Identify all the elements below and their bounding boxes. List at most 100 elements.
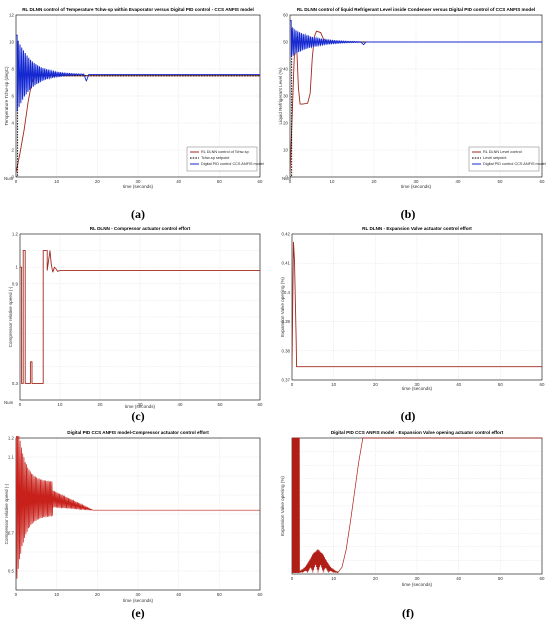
caption-e: (e) [131, 606, 145, 620]
y-tick-label: 0 [286, 175, 289, 180]
y-tick-label: 0.7 [8, 531, 15, 536]
x-tick-label: 20 [95, 179, 100, 184]
y-tick-label: 0.3 [12, 381, 19, 386]
plot-frame [15, 437, 261, 591]
chart-panel-b: RL DLNN control of liquid Refrigerant Le… [278, 2, 548, 207]
legend-box [186, 146, 258, 172]
y-tick-label: 12 [9, 13, 14, 18]
y-tick-label: 0.4 [284, 290, 291, 295]
caption-c: (c) [131, 409, 145, 423]
y-tick-label: 0.41 [281, 261, 290, 266]
y-tick-label: 8 [12, 67, 15, 72]
plot-frame [291, 233, 543, 381]
y-tick-label: 30 [283, 94, 288, 99]
x-tick-label: 50 [498, 179, 503, 184]
chart-panel-d: RL DLNN - Expansion Valve actuator contr… [280, 222, 548, 412]
x-tick-label: 20 [373, 382, 378, 387]
x-tick-label: 40 [456, 576, 461, 581]
x-tick-label: 50 [218, 402, 223, 407]
corner-label: Num [282, 176, 292, 181]
y-tick-label: 0.37 [281, 378, 290, 383]
y-axis-label: Expansion Valve opening (%) [280, 277, 285, 337]
legend-label: Level setpoint [483, 156, 507, 160]
series-line-e-0 [16, 436, 260, 579]
y-tick-label: 1.2 [12, 232, 19, 237]
x-tick-label: 0 [19, 402, 22, 407]
chart-svg-e: Digital PID CCS ANFIS model-Compressor a… [4, 430, 263, 603]
y-tick-label: 1.2 [8, 436, 15, 441]
x-tick-label: 20 [372, 179, 377, 184]
y-tick-label: 0.5 [8, 569, 15, 574]
x-tick-label: 10 [58, 402, 63, 407]
x-axis-label: time (seconds) [125, 404, 156, 409]
y-tick-label: 0.42 [281, 232, 290, 237]
y-tick-label: 4 [12, 121, 15, 126]
y-tick-label: 10 [9, 40, 14, 45]
x-tick-label: 60 [258, 402, 263, 407]
y-axis-label: Compressor relative speed (-) [4, 483, 9, 544]
x-tick-label: 60 [540, 179, 545, 184]
y-tick-label: 1.1 [8, 455, 15, 460]
caption-d: (d) [400, 409, 416, 423]
x-axis-label: time (seconds) [123, 184, 154, 189]
plot-frame [19, 233, 261, 401]
chart-panel-a: RL DLNN control of Temperature Tchw-sp w… [2, 2, 274, 207]
x-axis-label: time (seconds) [123, 598, 154, 603]
y-tick-label: 40 [283, 67, 288, 72]
y-tick-label: 0.38 [281, 348, 290, 353]
corner-label: Num [4, 400, 14, 405]
x-tick-label: 30 [138, 402, 143, 407]
chart-svg-d: RL DLNN - Expansion Valve actuator contr… [280, 226, 545, 391]
y-tick-label: 2 [12, 148, 15, 153]
x-tick-label: 20 [98, 402, 103, 407]
chart-title-e: Digital PID CCS ANFIS model-Compressor a… [67, 430, 209, 435]
x-tick-label: 60 [258, 179, 263, 184]
x-tick-label: 10 [331, 382, 336, 387]
chart-panel-f: Digital PID CCS ANFIS model - Expansion … [280, 426, 548, 608]
y-axis-label: Temperature Tchw-sp (degC) [4, 66, 9, 126]
x-tick-label: 0 [15, 592, 18, 597]
caption-f: (f) [402, 606, 414, 620]
series-line-b-2 [290, 19, 542, 58]
x-tick-label: 50 [217, 179, 222, 184]
x-tick-label: 0 [15, 179, 18, 184]
x-tick-label: 60 [540, 382, 545, 387]
chart-svg-b: RL DLNN control of liquid Refrigerant Le… [278, 7, 546, 189]
x-tick-label: 20 [373, 576, 378, 581]
chart-svg-f: Digital PID CCS ANFIS model - Expansion … [280, 430, 545, 587]
y-axis-label: Compressor relative speed (-) [8, 286, 13, 347]
chart-title-f: Digital PID CCS ANFIS model - Expansion … [331, 430, 504, 435]
y-tick-label: 6 [12, 94, 15, 99]
plot-frame [289, 14, 543, 178]
x-tick-label: 50 [498, 576, 503, 581]
chart-svg-c: RL DLNN - Compressor actuator control ef… [4, 226, 263, 409]
series-line-f-0 [292, 437, 542, 574]
x-tick-label: 60 [258, 592, 263, 597]
y-axis-label: Liquid Refrigerant Level (%) [278, 67, 283, 124]
y-tick-label: 10 [283, 148, 288, 153]
caption-a: (a) [131, 207, 145, 221]
chart-title-b: RL DLNN control of liquid Refrigerant Le… [297, 7, 535, 12]
x-tick-label: 40 [456, 382, 461, 387]
series-line-a-2 [16, 34, 260, 112]
x-tick-label: 20 [95, 592, 100, 597]
x-tick-label: 50 [217, 592, 222, 597]
legend-label: Tchw-sp setpoint [201, 156, 230, 160]
x-tick-label: 60 [540, 576, 545, 581]
x-tick-label: 30 [415, 382, 420, 387]
chart-panel-e: Digital PID CCS ANFIS model-Compressor a… [2, 426, 274, 608]
caption-b: (b) [400, 207, 416, 221]
x-tick-label: 10 [54, 179, 59, 184]
x-tick-label: 30 [415, 576, 420, 581]
series-line-a-1 [16, 75, 260, 177]
chart-panel-c: RL DLNN - Compressor actuator control ef… [2, 222, 274, 412]
x-tick-label: 40 [176, 179, 181, 184]
x-axis-label: time (seconds) [402, 386, 433, 391]
legend-label: Digital PID control CCS ANFIS model [201, 162, 264, 166]
x-tick-label: 0 [291, 576, 294, 581]
legend-label: RL DLNN Level control [483, 150, 522, 154]
corner-label: Num [4, 176, 14, 181]
series-line-c-0 [20, 250, 260, 384]
chart-title-c: RL DLNN - Compressor actuator control ef… [90, 226, 191, 231]
x-tick-label: 30 [136, 179, 141, 184]
